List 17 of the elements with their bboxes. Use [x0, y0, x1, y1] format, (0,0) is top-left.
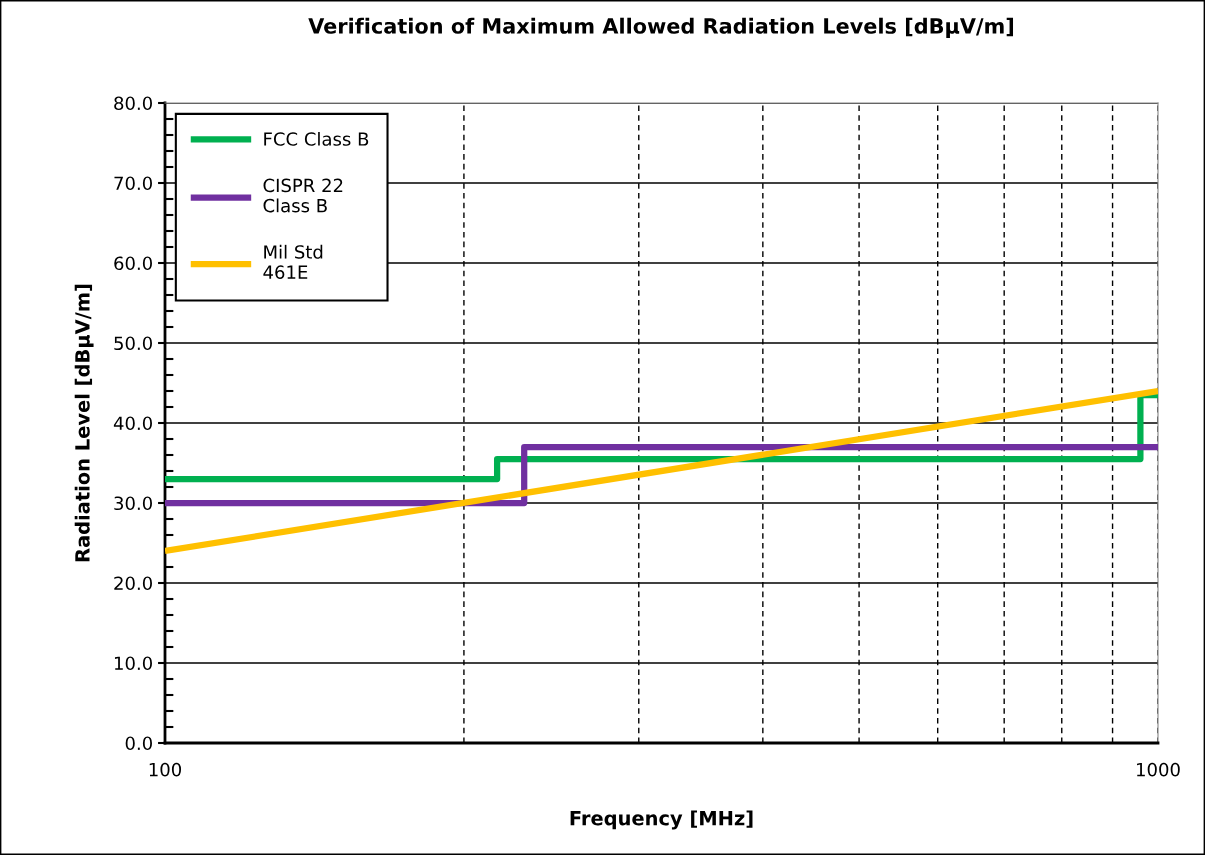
legend-label: Mil Std 461E	[263, 244, 323, 280]
y-tick-label: 80.0	[114, 96, 152, 111]
y-tick-label: 40.0	[113, 416, 152, 431]
x-tick-label: 1000	[1137, 762, 1180, 777]
x-axis-title: Frequency [MHz]	[570, 810, 753, 830]
y-tick-label: 30.0	[114, 496, 152, 511]
y-tick-label: 70.0	[114, 176, 152, 191]
y-tick-label: 60.0	[114, 256, 152, 271]
y-tick-label: 0.0	[125, 736, 152, 751]
legend-label: FCC Class B	[264, 131, 369, 146]
y-tick-label: 10.0	[114, 656, 152, 671]
y-tick-label: 20.0	[114, 576, 152, 591]
x-tick-label: 100	[149, 762, 182, 777]
y-tick-label: 50.0	[114, 336, 152, 351]
chart-title: Verification of Maximum Allowed Radiation Levels [dBµV/m]	[308, 17, 1014, 38]
y-axis-title: Radiation Level [dBµV/m]	[74, 284, 94, 562]
legend-label: CISPR 22 Class B	[263, 178, 343, 213]
